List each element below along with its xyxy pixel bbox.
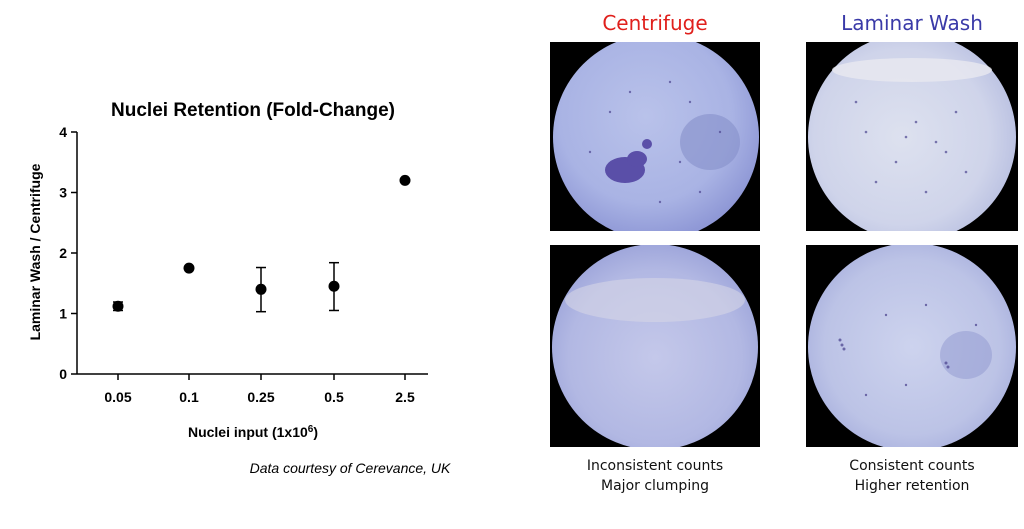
laminar-micrograph-top xyxy=(806,42,1018,231)
y-tick-label: 3 xyxy=(59,185,67,201)
chart-axes: 0 1 2 3 4 0.05 0.1 0.25 0.5 2.5 xyxy=(59,124,428,405)
y-tick-label: 1 xyxy=(59,306,67,322)
x-tick-label: 0.05 xyxy=(104,389,131,405)
centrifuge-caption-line2: Major clumping xyxy=(601,478,709,494)
data-point xyxy=(399,174,411,186)
chart-marks xyxy=(112,174,411,313)
laminar-micrograph-bottom xyxy=(806,245,1018,447)
data-point xyxy=(112,300,124,312)
y-axis-label: Laminar Wash / Centrifuge xyxy=(27,163,43,340)
data-point xyxy=(255,283,267,295)
centrifuge-caption-line1: Inconsistent counts xyxy=(586,458,724,474)
x-tick-label: 0.5 xyxy=(324,389,344,405)
centrifuge-micrograph-top xyxy=(550,42,760,231)
data-point xyxy=(183,262,195,274)
centrifuge-micrograph-bottom xyxy=(550,245,760,447)
x-tick-label: 2.5 xyxy=(395,389,415,405)
x-tick-label: 0.25 xyxy=(247,389,274,405)
laminar-wash-title: Laminar Wash xyxy=(841,11,983,35)
x-axis-label: Nuclei input (1x106) xyxy=(188,424,318,440)
data-credit: Data courtesy of Cerevance, UK xyxy=(249,460,451,476)
x-tick-label: 0.1 xyxy=(179,389,199,405)
laminar-caption: Consistent counts Higher retention xyxy=(806,456,1018,496)
y-tick-label: 4 xyxy=(59,124,67,140)
data-point xyxy=(328,280,340,292)
y-tick-label: 0 xyxy=(59,366,67,382)
laminar-caption-line2: Higher retention xyxy=(854,478,970,494)
centrifuge-caption: Inconsistent counts Major clumping xyxy=(550,456,760,496)
laminar-caption-line1: Consistent counts xyxy=(849,458,975,474)
centrifuge-title: Centrifuge xyxy=(602,11,708,35)
y-tick-label: 2 xyxy=(59,245,67,261)
chart-title: Nuclei Retention (Fold-Change) xyxy=(111,100,395,121)
retention-chart: Nuclei Retention (Fold-Change) Laminar W… xyxy=(27,100,428,440)
